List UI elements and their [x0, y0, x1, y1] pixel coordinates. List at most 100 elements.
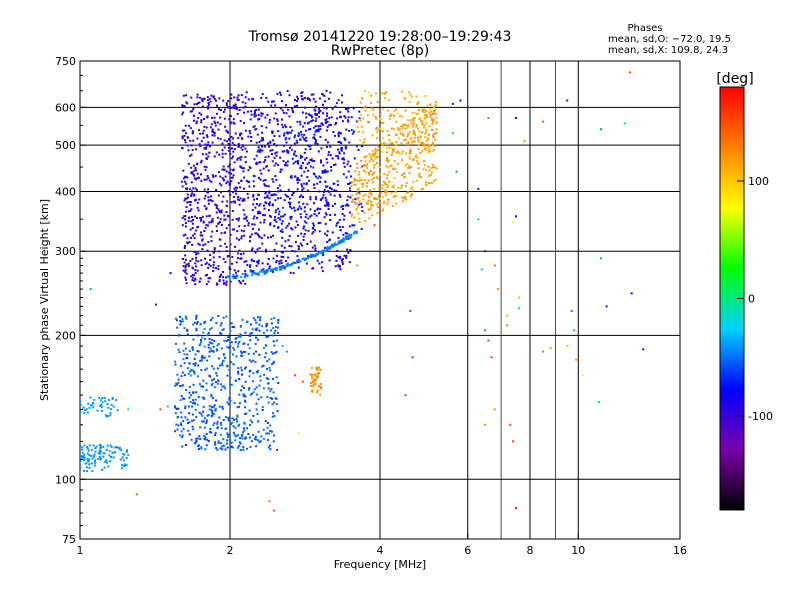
echo-point	[357, 212, 360, 215]
echo-point	[325, 170, 328, 173]
echo-point	[123, 453, 126, 456]
echo-point	[409, 166, 412, 169]
echo-point	[336, 155, 339, 158]
echo-point	[308, 128, 310, 131]
echo-point	[210, 395, 213, 398]
echo-point	[260, 112, 263, 115]
echo-point	[257, 108, 260, 111]
echo-point	[334, 213, 336, 216]
echo-point	[345, 147, 347, 150]
echo-point	[195, 103, 198, 105]
echo-point	[201, 354, 204, 357]
echo-point	[193, 232, 196, 235]
echo-point	[329, 187, 331, 189]
echo-point	[289, 216, 292, 219]
echo-point	[480, 268, 483, 271]
echo-point	[88, 444, 91, 447]
echo-point	[81, 448, 84, 451]
echo-point	[182, 129, 184, 132]
echo-point	[273, 135, 276, 137]
echo-point	[229, 376, 232, 379]
echo-point	[409, 148, 412, 151]
echo-point	[181, 185, 184, 188]
echo-point	[297, 259, 300, 262]
echo-point	[243, 387, 245, 389]
echo-point	[269, 222, 272, 225]
echo-point	[366, 164, 369, 167]
echo-point	[238, 423, 241, 426]
echo-point	[413, 117, 416, 120]
echo-point	[81, 446, 84, 449]
echo-point	[348, 233, 351, 236]
echo-point	[273, 142, 276, 145]
legend-title: Phases	[627, 23, 662, 34]
echo-point	[90, 449, 93, 452]
echo-point	[89, 455, 92, 457]
echo-point	[424, 147, 427, 150]
echo-point	[293, 136, 296, 139]
echo-point	[249, 419, 252, 422]
echo-point	[220, 209, 223, 212]
echo-point	[357, 196, 360, 199]
echo-point	[197, 116, 200, 119]
echo-point	[183, 327, 186, 330]
echo-point	[237, 252, 240, 255]
echo-point	[287, 201, 290, 204]
echo-point	[109, 460, 111, 463]
echo-point	[285, 226, 288, 229]
echo-point	[224, 427, 227, 430]
echo-point	[428, 148, 430, 151]
echo-point	[319, 208, 322, 210]
echo-point	[187, 220, 190, 223]
echo-point	[335, 224, 338, 227]
echo-point	[250, 140, 253, 143]
echo-point	[323, 216, 326, 219]
echo-point	[218, 364, 221, 367]
echo-point	[236, 112, 239, 115]
echo-point	[318, 212, 320, 215]
echo-point	[181, 318, 184, 321]
echo-point	[106, 403, 109, 406]
echo-point	[379, 173, 381, 176]
echo-point	[325, 107, 328, 110]
echo-point	[122, 465, 125, 468]
echo-point	[435, 104, 438, 107]
echo-point	[192, 219, 194, 221]
echo-point	[355, 208, 358, 211]
echo-point	[403, 197, 406, 200]
echo-point	[221, 168, 224, 171]
echo-point	[323, 188, 326, 191]
echo-point	[203, 337, 206, 340]
echo-point	[282, 256, 285, 259]
echo-point	[258, 329, 261, 332]
echo-point	[207, 277, 210, 280]
echo-point	[196, 93, 199, 96]
echo-point	[299, 213, 302, 216]
echo-point	[249, 446, 252, 448]
echo-point	[399, 132, 402, 135]
echo-point	[430, 117, 433, 120]
echo-point	[227, 416, 230, 419]
echo-point	[404, 139, 407, 142]
echo-point	[417, 112, 420, 115]
echo-point	[184, 233, 187, 236]
echo-point	[414, 112, 417, 115]
echo-point	[381, 196, 384, 198]
echo-point	[311, 385, 314, 388]
echo-point	[200, 121, 203, 124]
echo-point	[277, 207, 280, 210]
echo-point	[252, 352, 255, 355]
echo-point	[342, 233, 345, 236]
echo-point	[411, 95, 413, 98]
echo-point	[235, 355, 238, 358]
echo-point	[357, 190, 360, 193]
echo-point	[221, 200, 224, 203]
echo-point	[174, 360, 177, 363]
echo-point	[597, 401, 600, 404]
echo-point	[400, 152, 403, 155]
echo-point	[363, 163, 366, 166]
echo-point	[337, 141, 340, 143]
echo-point	[207, 177, 210, 179]
echo-point	[407, 141, 410, 144]
echo-point	[340, 259, 343, 262]
